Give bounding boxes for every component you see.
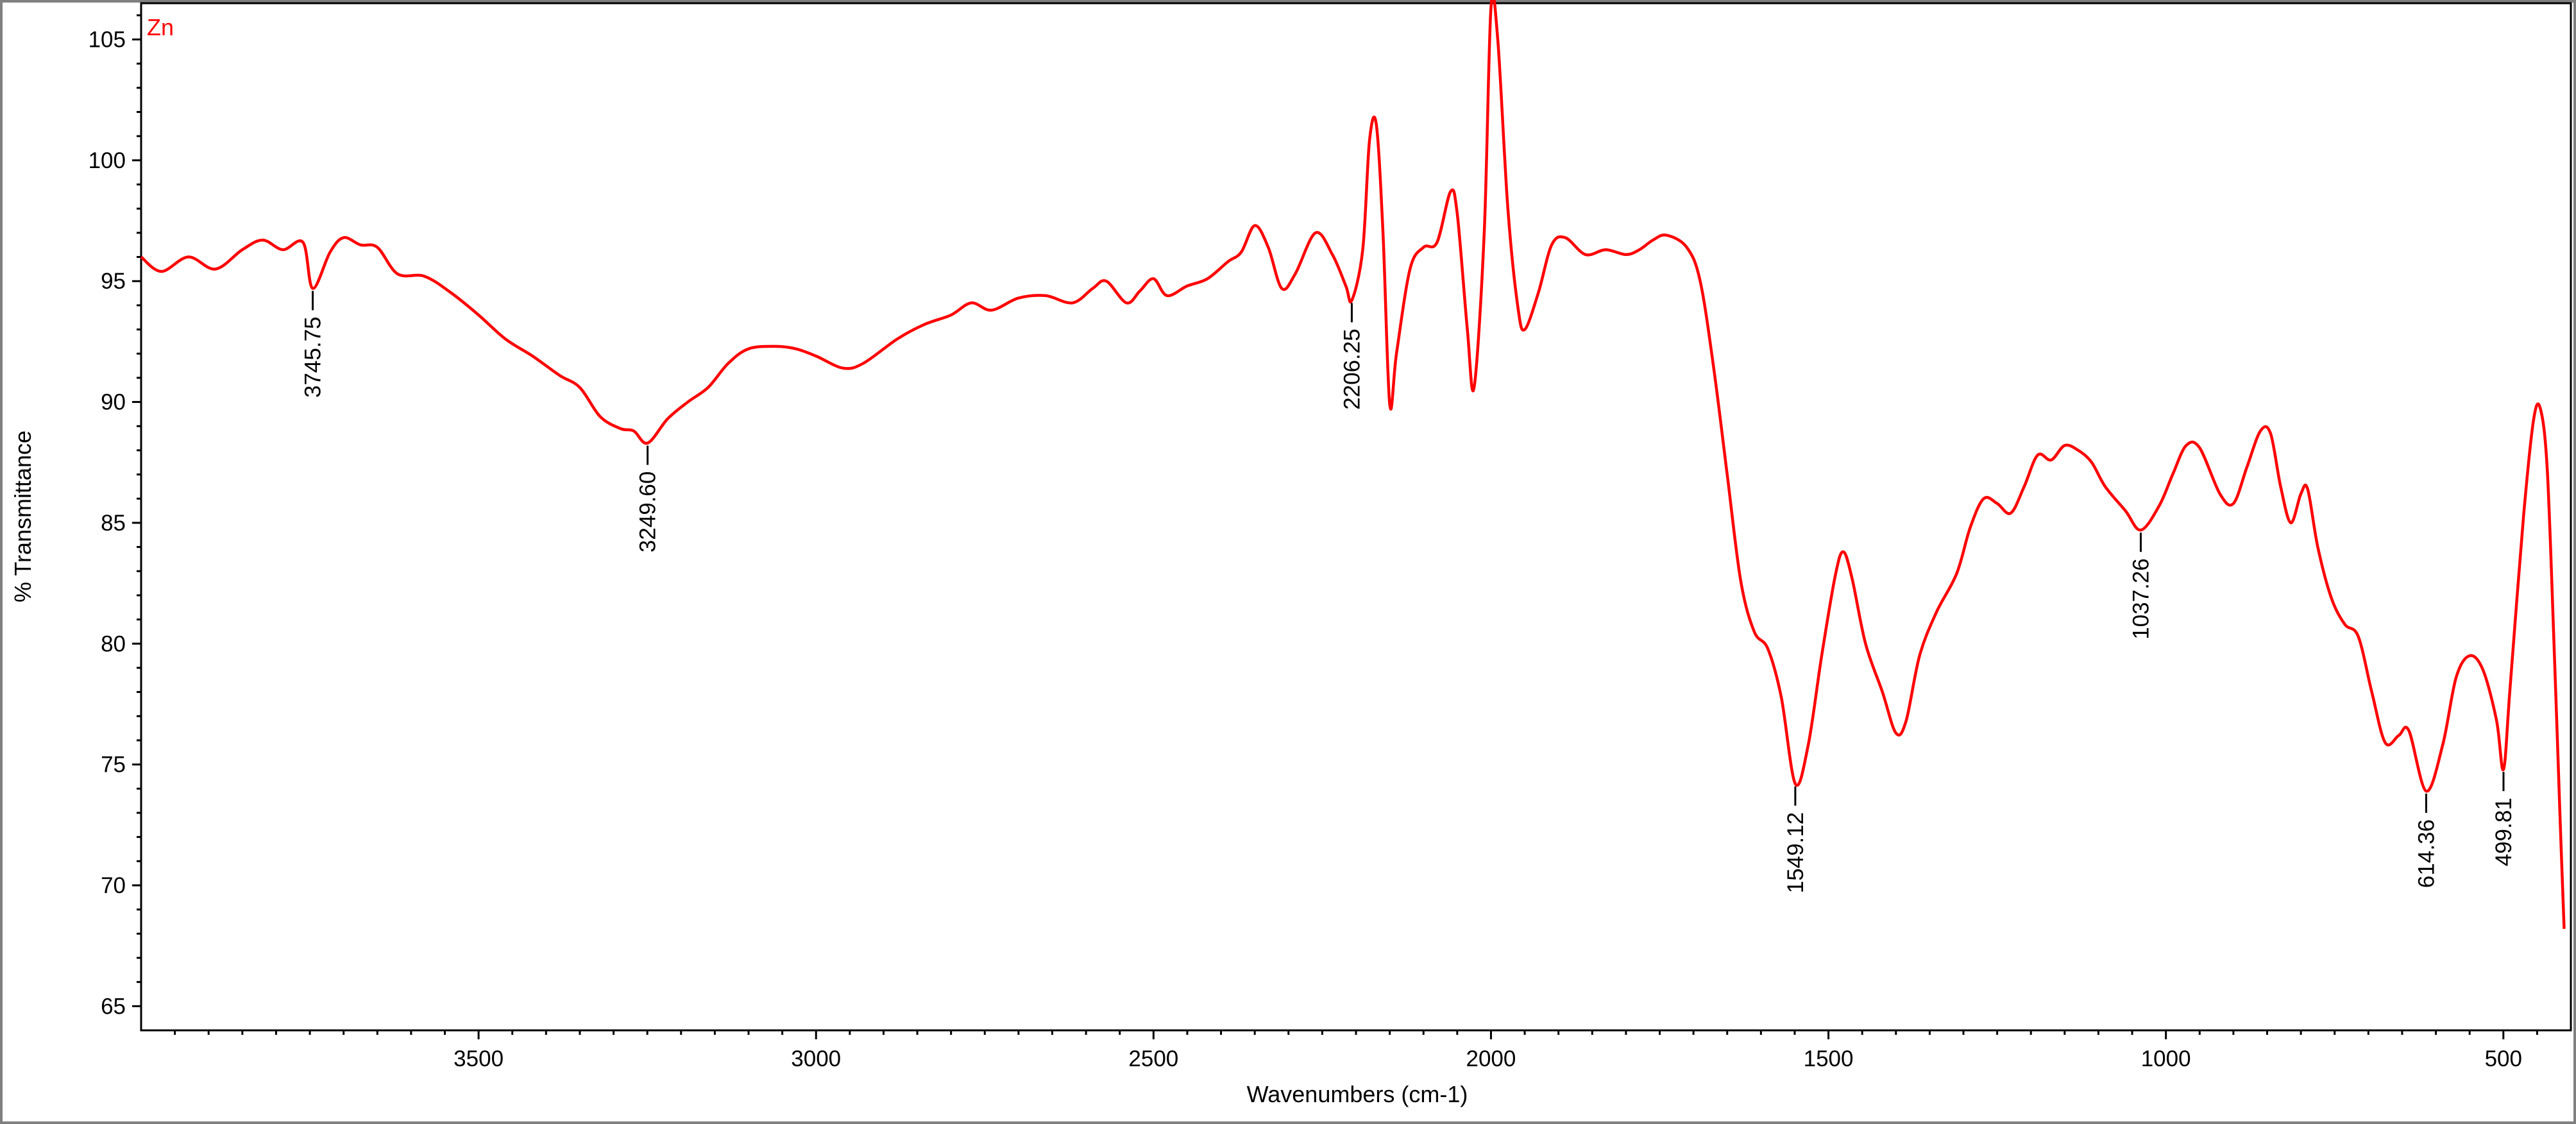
y-tick-label: 80 [101,631,126,656]
peak-label: 3745.75 [301,316,326,398]
x-tick-label: 2000 [1466,1046,1516,1071]
transmittance-line [140,0,2566,929]
peak-label: 1549.12 [1783,812,1808,894]
y-tick-label: 65 [101,994,126,1019]
y-tick-label: 70 [101,873,126,898]
y-tick-label: 105 [89,28,126,53]
y-tick-label: 95 [101,269,126,294]
y-axis-title: % Transmittance [10,430,36,602]
peak-annotations: 3745.75 3249.60 2206.25 1549.12 1037.26 614.3… [301,291,2516,894]
x-axis-title: Wavenumbers (cm-1) [1247,1081,1468,1107]
peak-label: 2206.25 [1339,328,1364,410]
y-axis-ticks: 65 70 75 80 85 90 95 100 105 [89,14,141,1019]
series-layer [140,0,2566,929]
x-tick-label: 1500 [1804,1046,1854,1071]
peak-label: 614.36 [2414,819,2439,888]
x-axis-ticks: 3500 3000 2500 2000 1500 1000 500 [174,1030,2538,1071]
peak-label: 1037.26 [2129,558,2154,640]
peak-label: 499.81 [2491,797,2516,866]
peak-label: 3249.60 [636,472,661,553]
y-tick-label: 90 [101,390,126,415]
x-tick-label: 3500 [453,1046,504,1071]
x-tick-label: 500 [2485,1046,2522,1071]
y-tick-label: 100 [89,148,126,173]
x-tick-label: 1000 [2141,1046,2191,1071]
x-tick-label: 2500 [1128,1046,1178,1071]
y-tick-label: 75 [101,753,126,778]
y-tick-label: 85 [101,511,126,536]
series-label: Zn [147,14,174,40]
x-tick-label: 3000 [791,1046,841,1071]
